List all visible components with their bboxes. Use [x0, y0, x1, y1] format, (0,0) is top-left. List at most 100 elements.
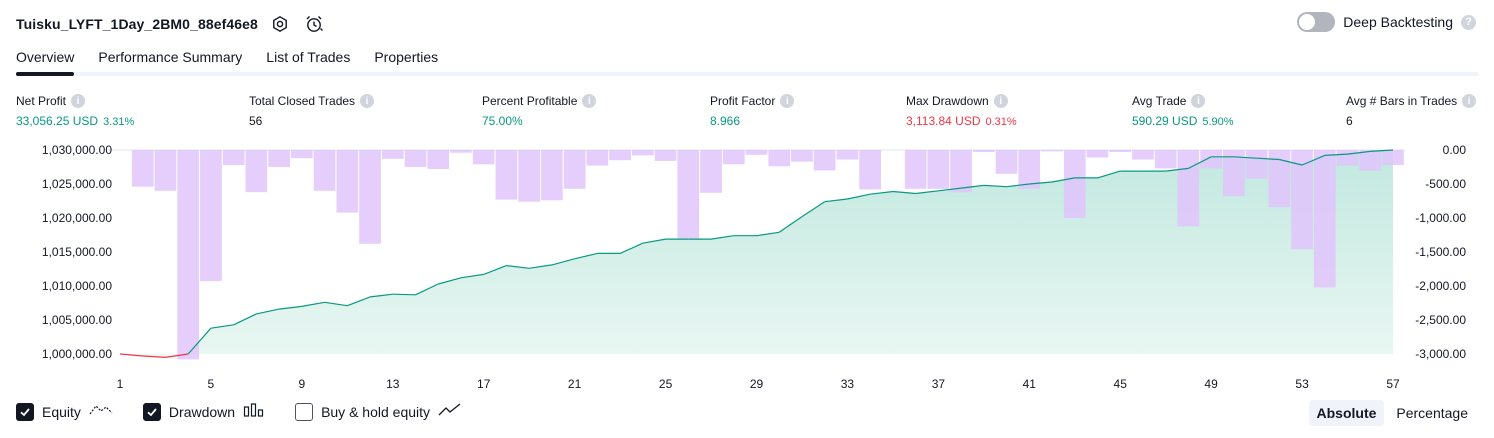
legend-equity[interactable]: Equity [16, 402, 113, 421]
drawdown-bar [1291, 150, 1313, 250]
equity-line-segment [1256, 157, 1280, 161]
tab-properties[interactable]: Properties [374, 49, 439, 65]
info-icon[interactable]: i [582, 94, 597, 108]
equity-checkbox[interactable] [16, 402, 34, 421]
help-icon[interactable]: ? [1461, 14, 1476, 30]
metric-label: Avg # Bars in Trades [1346, 94, 1458, 108]
equity-line-segment [551, 258, 575, 266]
tab-performance-summary[interactable]: Performance Summary [98, 49, 243, 65]
drawdown-bar [1109, 150, 1131, 152]
info-icon[interactable]: i [1462, 94, 1477, 108]
info-icon[interactable]: i [993, 94, 1008, 108]
info-icon[interactable]: i [780, 94, 795, 108]
drawdown-bar [381, 150, 404, 159]
right-axis-tick-label: -1,000.00 [1415, 211, 1466, 225]
legend-label: Equity [42, 403, 81, 420]
x-axis-tick-label: 9 [299, 377, 306, 391]
right-axis-tick-label: -3,000.00 [1415, 347, 1466, 361]
drawdown-bar [1268, 150, 1291, 208]
info-icon[interactable]: i [71, 94, 86, 108]
equity-line-segment [961, 184, 984, 189]
drawdown-bar [200, 150, 222, 282]
drawdown-bar [1382, 150, 1404, 165]
settings-icon[interactable] [268, 12, 292, 36]
left-axis-tick-label: 1,020,000.00 [42, 211, 112, 225]
legend-label: Buy & hold equity [321, 403, 431, 420]
equity-line-icon [89, 402, 113, 421]
equity-line-segment [119, 353, 143, 357]
legend-label: Drawdown [168, 403, 236, 420]
drawdown-bar [131, 150, 154, 187]
equity-line-segment [1051, 177, 1075, 183]
info-icon[interactable]: i [360, 94, 375, 108]
drawdown-bar [1132, 150, 1154, 160]
metric-value: 33,056.25 USD [16, 114, 99, 128]
drawdown-bar [1245, 150, 1268, 179]
equity-drawdown-chart[interactable]: 1,030,000.00 1,025,000.00 1,020,000.00 1,01… [0, 140, 1494, 396]
drawdown-bar [404, 150, 427, 167]
drawdown-bar [1200, 150, 1222, 169]
drawdown-bar [268, 150, 290, 167]
strategy-header: Tuisku_LYFT_1Day_2BM0_88ef46e8 [16, 10, 326, 38]
tab-overview[interactable]: Overview [16, 40, 75, 76]
drawdown-bar [472, 150, 495, 165]
drawdown-bar [1063, 150, 1086, 218]
drawdown-bar [813, 150, 836, 171]
metric-value: 6 [1346, 114, 1353, 128]
drawdown-bar [677, 150, 700, 239]
metric-net-profit: Net Profit i 33,056.25 USD 3.31% [16, 92, 134, 128]
right-axis-tick-label: 0.00 [1443, 143, 1467, 157]
x-axis-tick-label: 45 [1114, 377, 1128, 391]
drawdown-bar [1336, 150, 1359, 166]
equity-line-segment [619, 242, 644, 254]
info-icon[interactable]: i [1191, 94, 1206, 108]
left-axis-tick-label: 1,025,000.00 [42, 177, 112, 191]
x-axis-tick-label: 33 [841, 377, 855, 391]
deep-backtesting: Deep Backtesting ? [1297, 12, 1476, 32]
drawdown-bar [177, 150, 199, 360]
x-axis-tick-label: 57 [1386, 377, 1400, 391]
equity-line-segment [892, 190, 916, 195]
equity-line-segment [256, 308, 280, 315]
equity-line-segment [529, 264, 552, 269]
left-axis-tick-label: 1,010,000.00 [42, 279, 112, 293]
equity-line-segment [301, 301, 325, 307]
buy-hold-checkbox[interactable] [295, 402, 314, 421]
tab-list-of-trades[interactable]: List of Trades [266, 49, 351, 65]
x-axis-tick-label: 1 [117, 377, 124, 391]
drawdown-checkbox[interactable] [142, 402, 161, 421]
metrics-row: Net Profit i 33,056.25 USD 3.31% Total Clo… [0, 92, 1494, 132]
drawdown-bar [541, 150, 563, 201]
alert-clock-icon[interactable] [302, 12, 326, 36]
metric-percent-profitable: Percent Profitable i 75.00% [482, 92, 597, 128]
absolute-button[interactable]: Absolute [1308, 400, 1385, 426]
equity-line-segment [574, 252, 598, 260]
metric-label: Avg Trade [1132, 94, 1187, 108]
equity-line-segment [710, 235, 734, 240]
metric-total-closed-trades: Total Closed Trades i 56 [249, 92, 375, 128]
x-axis-tick-label: 17 [477, 377, 491, 391]
left-axis-tick-label: 1,000,000.00 [42, 347, 112, 361]
drawdown-bar [722, 150, 745, 165]
equity-line-segment [279, 305, 302, 310]
drawdown-bar [1086, 150, 1109, 158]
drawdown-bar [450, 150, 472, 153]
drawdown-bar [609, 150, 631, 161]
drawdown-bar [336, 150, 359, 213]
percentage-button[interactable]: Percentage [1396, 405, 1468, 421]
deep-backtesting-toggle[interactable] [1297, 12, 1336, 32]
drawdown-bar [359, 150, 381, 244]
equity-line-segment [392, 293, 416, 296]
drawdown-bar [1177, 150, 1200, 227]
display-mode-toggle: Absolute Percentage [1308, 400, 1477, 426]
legend-drawdown[interactable]: Drawdown [142, 402, 265, 421]
equity-line-segment [506, 265, 530, 269]
equity-line-segment [370, 293, 393, 298]
equity-line-segment [233, 313, 257, 326]
legend-buy-hold[interactable]: Buy & hold equity [295, 402, 462, 421]
drawdown-bar [973, 150, 995, 152]
drawdown-bars-icon [243, 402, 265, 421]
equity-line-segment [483, 265, 507, 275]
drawdown-bar [1041, 150, 1063, 152]
metric-profit-factor: Profit Factor i 8.966 [710, 92, 795, 128]
